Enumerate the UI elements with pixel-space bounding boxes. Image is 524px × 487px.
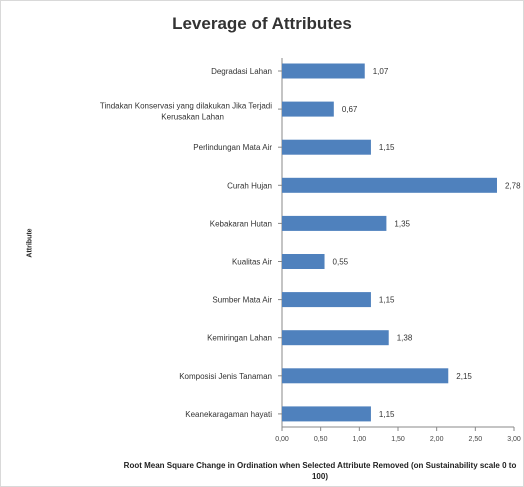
category-label: Curah Hujan (227, 181, 272, 190)
x-tick-label: 2,00 (430, 436, 444, 443)
bar (282, 177, 497, 193)
data-label: 2,15 (456, 372, 472, 381)
category-label: Kualitas Air (232, 258, 272, 267)
category-label: Perlindungan Mata Air (193, 143, 272, 152)
bar (282, 215, 387, 231)
data-label: 1,15 (379, 296, 395, 305)
bar (282, 139, 371, 155)
category-label: Komposisi Jenis Tanaman (179, 372, 272, 381)
x-tick-label: 1,50 (391, 436, 405, 443)
data-label: 0,55 (333, 258, 349, 267)
x-tick-label: 3,00 (507, 436, 521, 443)
bar (282, 368, 449, 384)
data-label: 1,38 (397, 334, 413, 343)
bar (282, 406, 371, 422)
category-label: Degradasi Lahan (211, 67, 272, 76)
data-label: 0,67 (342, 105, 358, 114)
bar (282, 63, 365, 79)
x-tick-label: 0,00 (275, 436, 289, 443)
data-label: 1,15 (379, 410, 395, 419)
data-label: 1,15 (379, 143, 395, 152)
data-label: 1,07 (373, 67, 389, 76)
chart-title: Leverage of Attributes (172, 14, 352, 33)
category-label: Keanekaragaman hayati (185, 410, 272, 419)
bar (282, 330, 389, 346)
x-tick-label: 2,50 (469, 436, 483, 443)
x-axis-title: Root Mean Square Change in Ordination wh… (123, 461, 517, 481)
category-label: Kemiringan Lahan (207, 334, 272, 343)
data-label: 2,78 (505, 181, 521, 190)
bar (282, 254, 325, 269)
bar (282, 101, 334, 117)
category-label: Tindakan Konservasi yang dilakukan Jika … (100, 102, 272, 122)
data-label: 1,35 (394, 219, 410, 228)
x-tick-label: 1,00 (353, 436, 367, 443)
x-tick-label: 0,50 (314, 436, 328, 443)
category-label: Sumber Mata Air (212, 296, 272, 305)
bar (282, 292, 371, 308)
category-label: Kebakaran Hutan (210, 219, 272, 228)
